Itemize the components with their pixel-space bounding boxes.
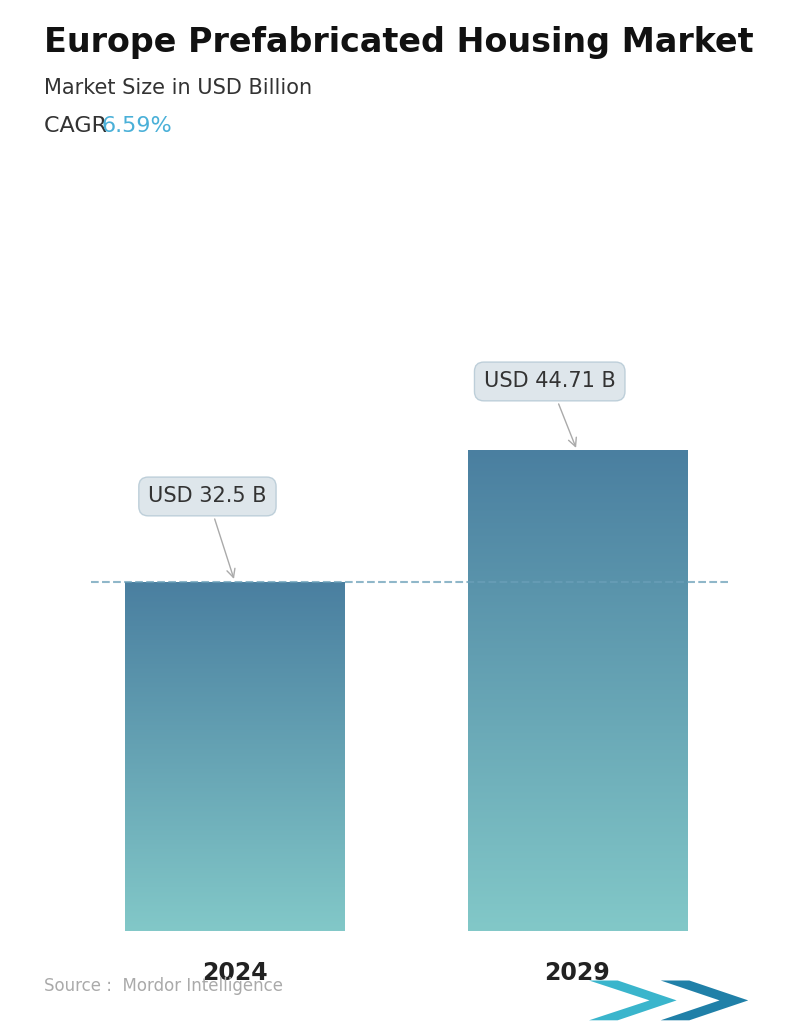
Polygon shape <box>589 980 677 1021</box>
Text: Market Size in USD Billion: Market Size in USD Billion <box>44 78 312 97</box>
Text: Source :  Mordor Intelligence: Source : Mordor Intelligence <box>44 977 283 995</box>
Text: Europe Prefabricated Housing Market: Europe Prefabricated Housing Market <box>44 26 753 59</box>
Text: 2029: 2029 <box>544 961 610 984</box>
Polygon shape <box>661 980 748 1021</box>
Text: USD 32.5 B: USD 32.5 B <box>148 486 267 578</box>
Text: CAGR: CAGR <box>44 116 114 135</box>
Text: 6.59%: 6.59% <box>102 116 173 135</box>
Text: 2024: 2024 <box>202 961 267 984</box>
Text: USD 44.71 B: USD 44.71 B <box>484 371 615 447</box>
